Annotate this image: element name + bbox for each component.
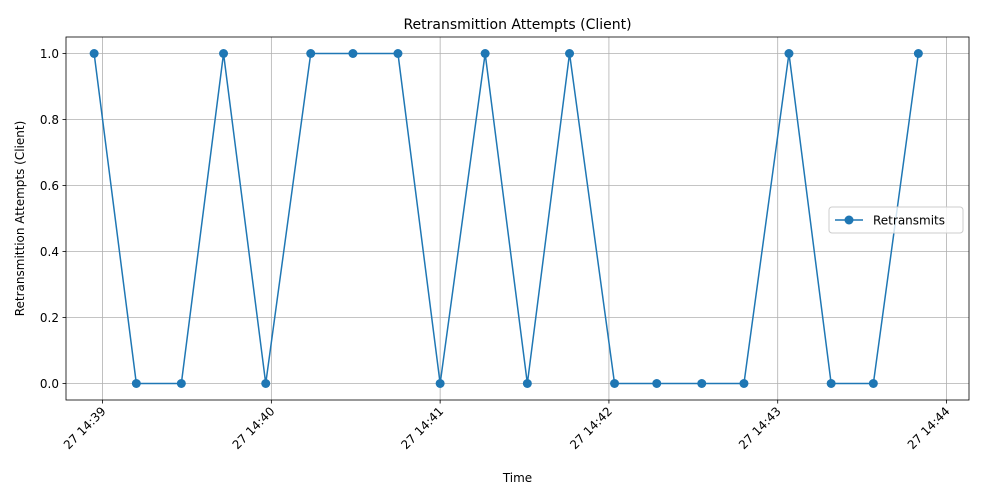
data-point — [131, 379, 141, 388]
legend: Retransmits — [828, 206, 964, 234]
data-point — [868, 379, 878, 388]
y-tick-label: 1.0 — [40, 47, 59, 61]
series-layer — [89, 49, 923, 388]
x-axis-label: Time — [502, 471, 532, 485]
data-point — [435, 379, 445, 388]
data-point — [697, 379, 707, 388]
data-point — [393, 49, 403, 58]
plot-frame — [65, 36, 970, 401]
data-point — [219, 49, 229, 58]
y-tick-label: 0.2 — [40, 311, 59, 325]
data-point — [826, 379, 836, 388]
y-tick-label: 0.4 — [40, 245, 59, 259]
legend-marker-sample — [844, 215, 854, 225]
data-point — [176, 379, 186, 388]
data-point — [913, 49, 923, 58]
grid — [66, 37, 969, 400]
data-point — [739, 379, 749, 388]
data-point — [652, 379, 662, 388]
data-point — [89, 49, 99, 58]
series-line — [93, 52, 920, 385]
y-tick-label: 0.8 — [40, 113, 59, 127]
data-point — [610, 379, 620, 388]
y-tick-label: 0.6 — [40, 179, 59, 193]
data-point — [565, 49, 575, 58]
y-tick-label: 0.0 — [40, 377, 59, 391]
data-point — [784, 49, 794, 58]
data-point — [261, 379, 271, 388]
chart-title: Retransmittion Attempts (Client) — [403, 17, 631, 33]
legend-label: Retransmits — [873, 214, 945, 228]
legend-box — [828, 206, 964, 234]
data-point — [306, 49, 316, 58]
data-point — [480, 49, 490, 58]
data-point — [348, 49, 358, 58]
data-point — [522, 379, 532, 388]
y-axis-label: Retransmittion Attempts (Client) — [13, 121, 27, 317]
